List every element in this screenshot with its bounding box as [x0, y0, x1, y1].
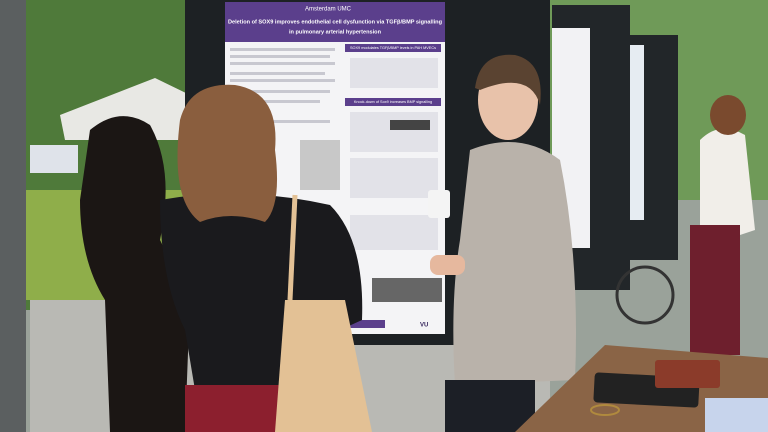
- door-frame: [0, 0, 26, 432]
- cup-blue: [705, 398, 768, 432]
- snack-pack: [655, 360, 720, 388]
- person-cardigan: [453, 142, 576, 385]
- tent: [60, 78, 190, 140]
- poster-title: in pulmonary arterial hypertension: [289, 29, 382, 35]
- bag-strap: [287, 194, 298, 301]
- poster-header: [225, 2, 445, 42]
- poster-footer-band: [350, 320, 385, 328]
- section-title: SOX9 modulates TGFβ/BMP levels in PAH MV…: [350, 46, 436, 50]
- cup: [428, 190, 450, 218]
- skirt-red: [185, 385, 280, 432]
- poster-text: [230, 48, 335, 123]
- section-header: [345, 98, 441, 106]
- section-title: Knock-down of Sox9 increases BMP signall…: [354, 100, 432, 104]
- far-poster: [630, 45, 644, 220]
- hair-far-right: [710, 95, 746, 135]
- van: [30, 145, 78, 173]
- poster-title: Deletion of SOX9 improves endothelial ce…: [228, 19, 443, 25]
- poster-footer: VU: [420, 323, 428, 329]
- poster-logo: Amsterdam UMC: [305, 7, 352, 13]
- tote-bag: [275, 300, 372, 432]
- keyring: [590, 404, 620, 416]
- poster-figures: [300, 58, 442, 302]
- hair-man: [475, 54, 541, 105]
- trousers: [445, 380, 535, 432]
- skirt-burgundy: [690, 225, 740, 355]
- section-header: [345, 44, 441, 52]
- hair-light-brown: [177, 84, 278, 222]
- person-dark-hair: [80, 116, 190, 432]
- bicycle-wheel: [615, 265, 675, 325]
- hand: [430, 255, 465, 275]
